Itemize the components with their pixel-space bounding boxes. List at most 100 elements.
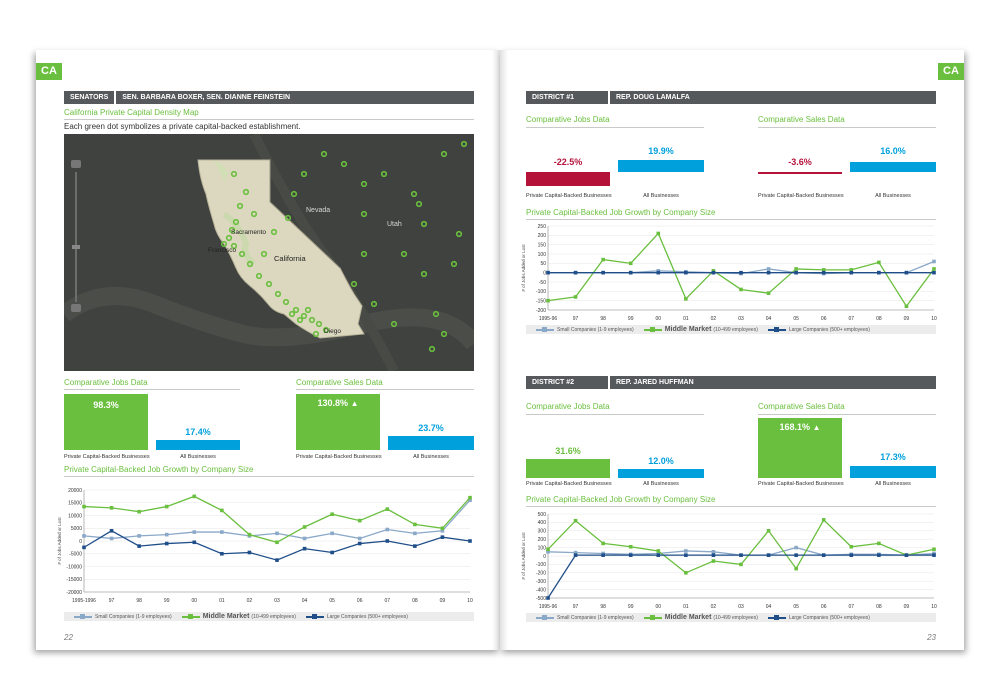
y-tick-label: 400 [538, 520, 547, 526]
x-tick-label: 07 [849, 604, 855, 610]
y-axis-label: # of Jobs Added or Lost [521, 244, 526, 292]
sales-all-value: 23.7% [418, 423, 444, 433]
y-tick-label: 150 [538, 242, 547, 248]
legend-small: Small Companies (1-9 employees) [536, 326, 634, 333]
data-point [109, 536, 114, 541]
data-point [766, 267, 771, 271]
francisco-label: Francisco [208, 247, 237, 254]
establishment-dot [260, 250, 268, 258]
data-point [220, 551, 224, 556]
zoom-slider-handle[interactable] [72, 245, 80, 249]
data-point [601, 270, 605, 275]
x-tick-label: 97 [573, 316, 579, 322]
x-tick-label: 08 [876, 316, 882, 322]
jobs-pc-bar [64, 394, 148, 450]
x-tick-label: 00 [192, 598, 198, 604]
y-tick-label: -50 [539, 280, 546, 286]
d1-sales-pc-value: -3.6% [788, 157, 812, 167]
y-axis-label: # of Jobs Added or Lost [57, 517, 62, 565]
y-tick-label: 300 [538, 529, 547, 535]
data-point [932, 547, 936, 552]
d1-legend: Small Companies (1-9 employees) Middle M… [526, 325, 936, 334]
establishment-dot [220, 240, 228, 248]
establishment-dot [455, 230, 463, 238]
data-point [164, 541, 169, 546]
x-tick-label: 09 [440, 598, 446, 604]
data-point [849, 268, 854, 272]
d1-sales-all-bar [850, 162, 936, 172]
x-tick-label: 10 [931, 604, 937, 610]
x-tick-label: 99 [628, 316, 634, 322]
data-point [932, 267, 936, 271]
zoom-out-icon[interactable] [71, 304, 81, 312]
data-point [684, 549, 688, 553]
data-point [468, 495, 472, 500]
sales-pc-value: 130.8% [317, 398, 349, 408]
d1-jobs-all-bar [618, 160, 704, 172]
data-point [109, 506, 114, 510]
y-tick-label: 20000 [68, 488, 82, 494]
data-point [904, 304, 909, 309]
zoom-in-icon[interactable] [71, 160, 81, 168]
zoom-control[interactable] [71, 160, 81, 312]
jobs-pc-caption: Private Capital-Backed Businesses [64, 454, 150, 460]
establishment-dot [440, 330, 448, 338]
data-point [164, 532, 169, 537]
state-tag: CA [36, 63, 62, 80]
establishment-dot [270, 228, 278, 236]
x-tick-label: 01 [219, 598, 225, 604]
sales-title: Comparative Sales Data [296, 378, 383, 387]
establishment-dot [315, 320, 323, 328]
establishment-dot [250, 210, 258, 218]
data-point [684, 297, 688, 301]
legend-small: Small Companies (1-9 employees) [536, 614, 634, 621]
legend-large: Large Companies (500+ employees) [305, 613, 408, 620]
density-map[interactable]: Nevada Utah Sacramento Francisco Califor… [64, 134, 474, 371]
establishment-dot [292, 306, 300, 314]
d2-sales-pc-bar [758, 418, 842, 478]
data-point [275, 540, 279, 545]
data-point [220, 530, 224, 534]
data-point [302, 525, 307, 529]
x-tick-label: 1995-1996 [72, 598, 96, 604]
data-point [684, 553, 688, 557]
x-tick-label: 97 [573, 604, 579, 610]
establishment-dot [308, 316, 316, 324]
y-tick-label: -150 [536, 298, 546, 304]
state-tag: CA [938, 63, 964, 80]
data-point [546, 298, 550, 303]
y-tick-label: -300 [536, 579, 546, 585]
y-tick-label: 0 [543, 554, 546, 560]
establishment-dot [340, 160, 348, 168]
growth-title: Private Capital-Backed Job Growth by Com… [64, 465, 254, 474]
divider [64, 389, 240, 390]
data-point [656, 231, 661, 236]
data-point [656, 553, 661, 557]
y-tick-label: 200 [538, 233, 547, 239]
data-point [601, 553, 605, 557]
d2-sales-pc-value-wrap: 168.1% ▲ [758, 422, 842, 432]
data-point [932, 259, 936, 264]
data-point [275, 558, 279, 562]
d2-jobs-title: Comparative Jobs Data [526, 402, 610, 411]
establishment-dot [360, 180, 368, 188]
data-point [137, 509, 141, 514]
data-point [440, 529, 445, 533]
y-tick-label: 10000 [68, 513, 82, 519]
data-point [385, 527, 390, 532]
data-point [192, 494, 197, 499]
d1-jobs-pc-caption: Private Capital-Backed Businesses [526, 193, 612, 199]
x-tick-label: 98 [600, 316, 606, 322]
district2-rep: REP. JARED HUFFMAN [616, 379, 694, 386]
data-point [711, 269, 716, 273]
x-tick-label: 10 [467, 598, 473, 604]
x-tick-label: 06 [357, 598, 363, 604]
d2-sales-all-caption: All Businesses [875, 481, 911, 487]
map-note: Each green dot symbolizes a private capi… [64, 122, 301, 131]
establishment-dot [370, 300, 378, 308]
y-tick-label: -500 [536, 596, 546, 602]
y-tick-label: 250 [538, 224, 547, 230]
divider [64, 476, 474, 477]
data-point [656, 549, 661, 553]
d1-jobs-title: Comparative Jobs Data [526, 115, 610, 124]
